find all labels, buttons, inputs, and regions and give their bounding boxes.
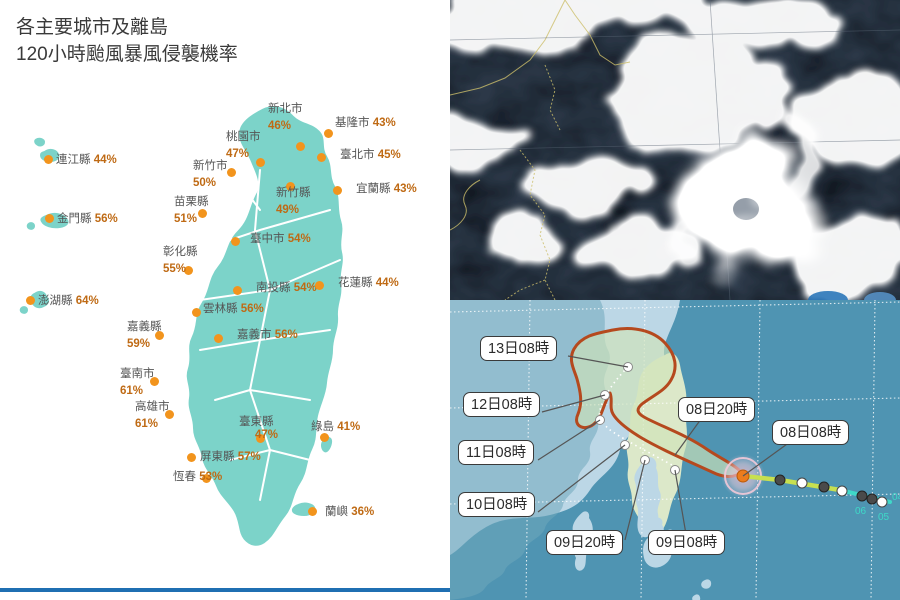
svg-text:04: 04	[892, 492, 900, 503]
svg-text:05: 05	[878, 512, 890, 523]
svg-text:06: 06	[855, 506, 867, 517]
